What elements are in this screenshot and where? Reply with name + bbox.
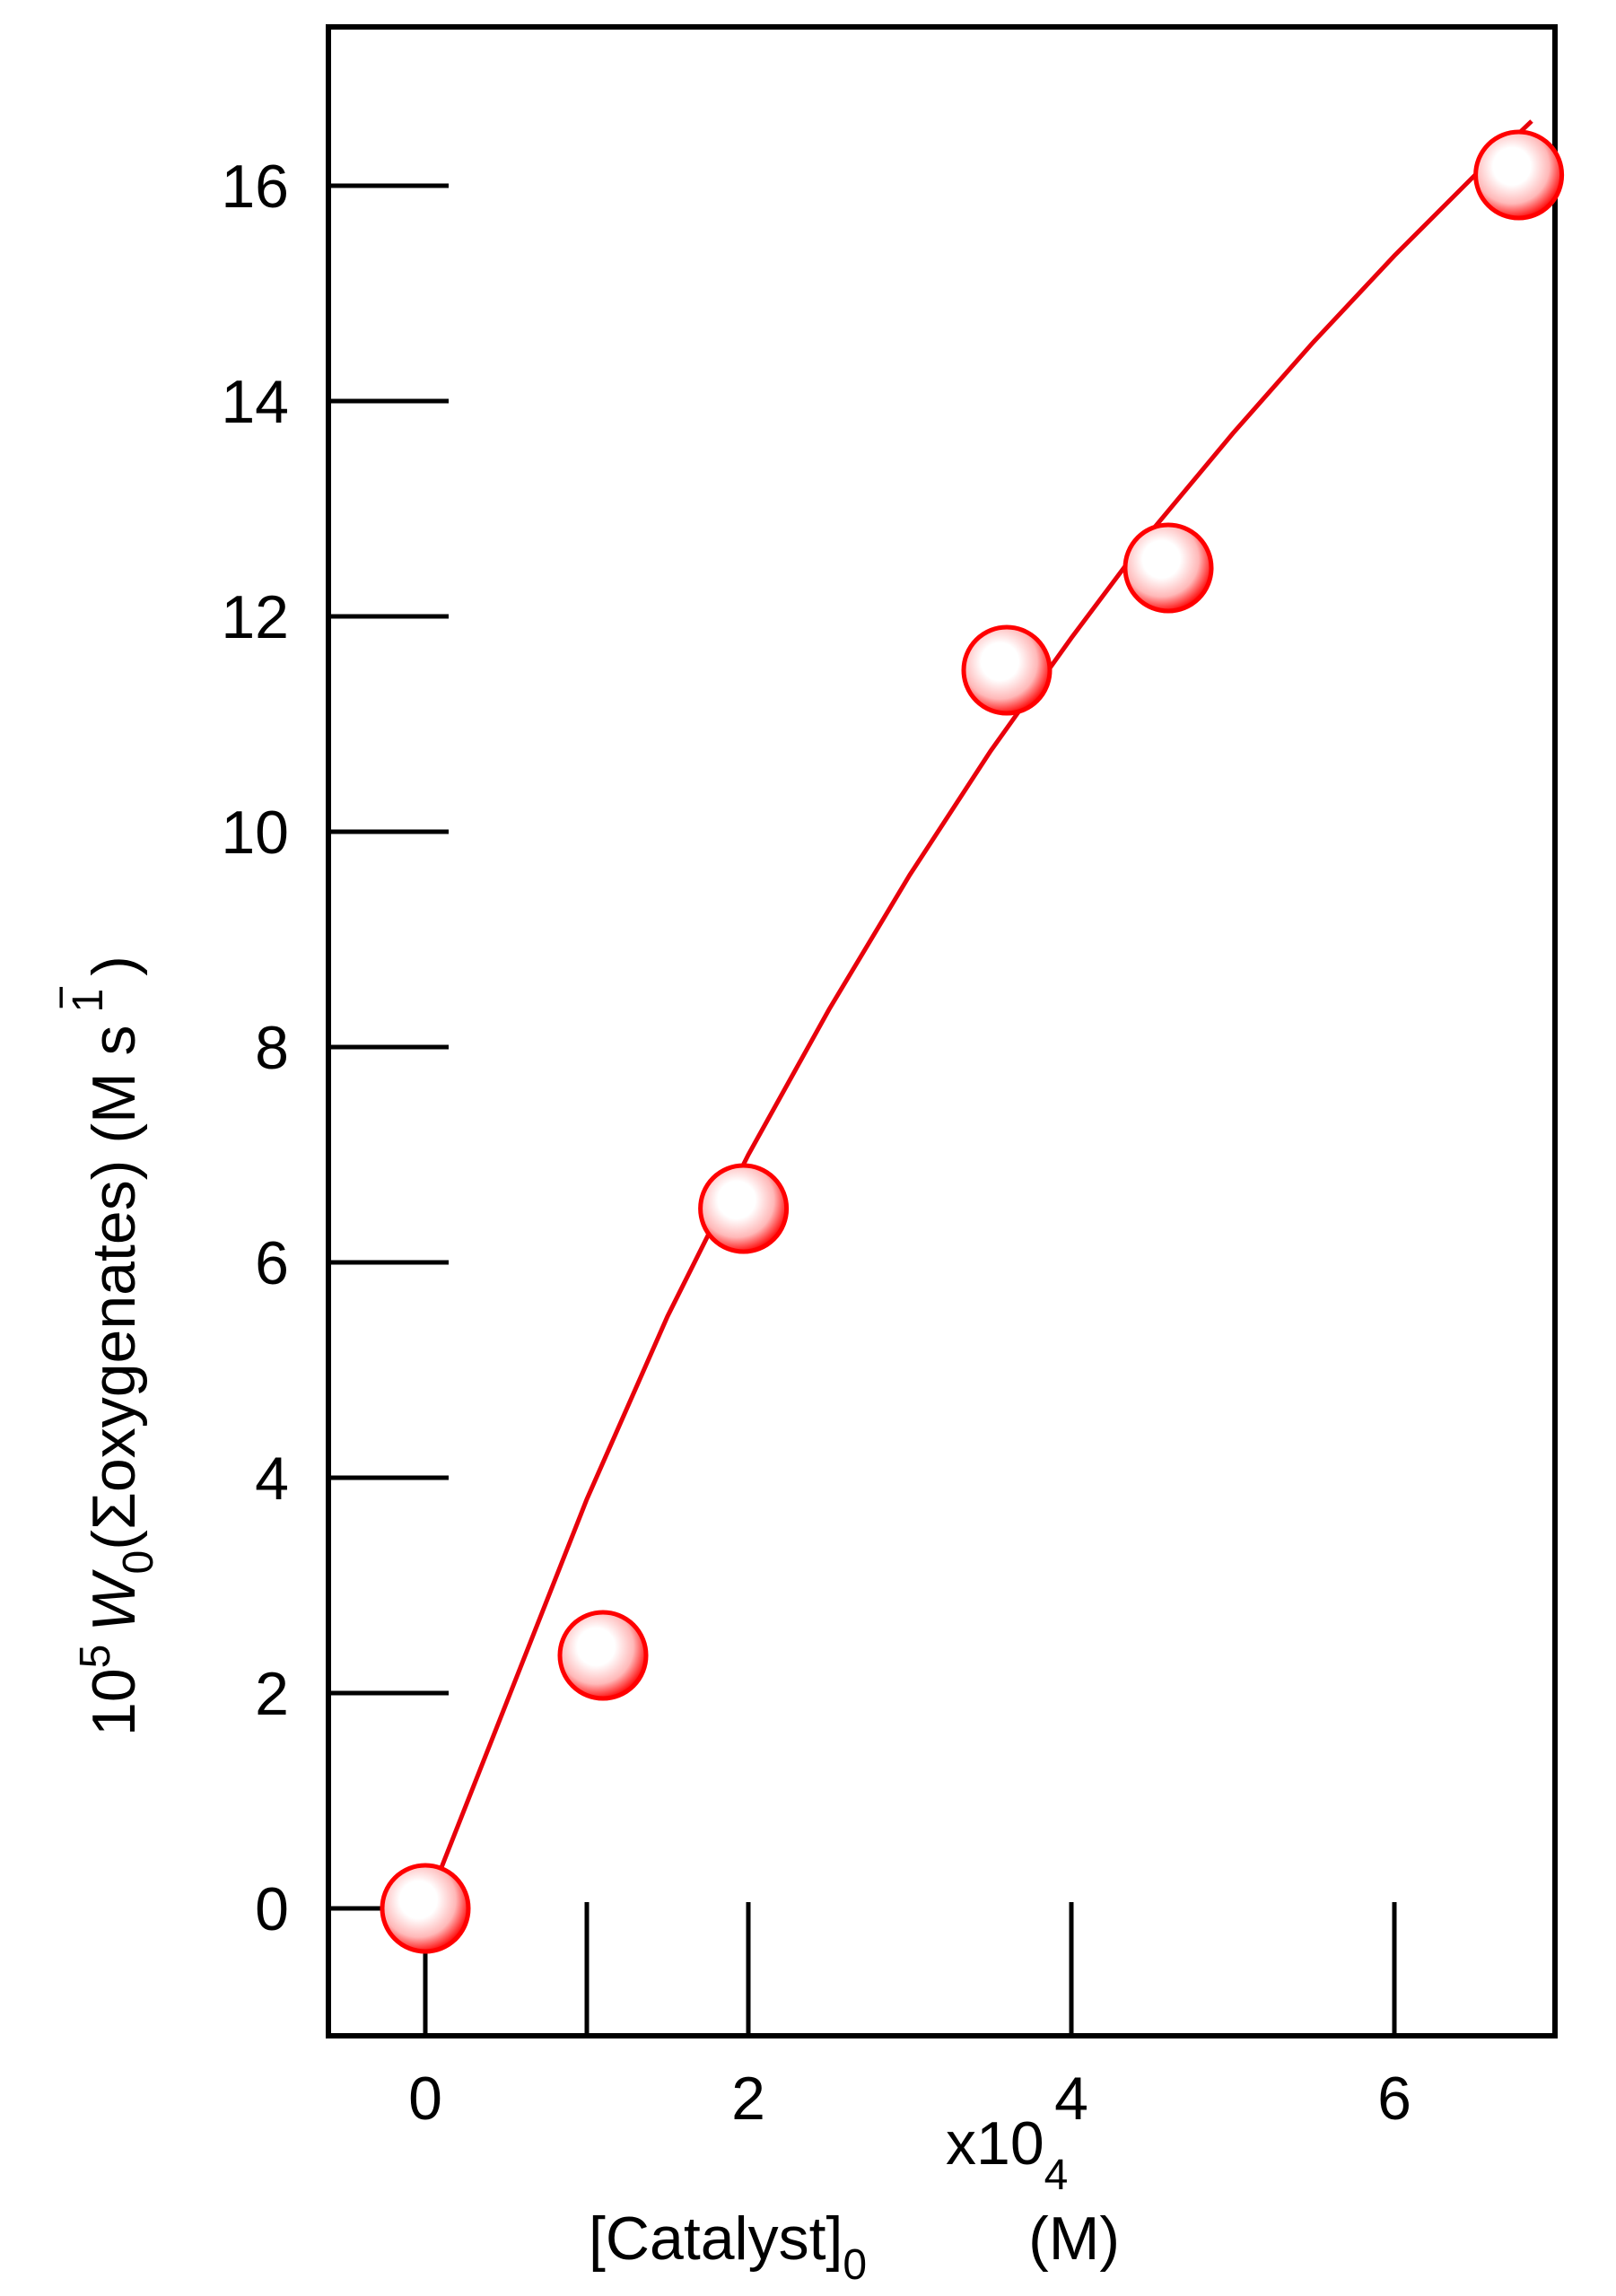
data-point: [557, 1610, 649, 1701]
y-tick-label: 8: [255, 1014, 289, 1082]
tick-labels: 0 2 4 6 8 10 12 14 16 0 2 4 6: [221, 153, 1411, 2133]
y-tick-label: 4: [255, 1445, 289, 1513]
data-points: [380, 129, 1565, 1954]
data-point: [380, 1863, 471, 1954]
y-tick-label: 12: [221, 583, 289, 651]
data-point: [1122, 522, 1214, 614]
plot-frame: [326, 24, 1558, 2038]
data-point: [698, 1163, 790, 1254]
axis-ticks: [328, 183, 1397, 2036]
data-point: [1473, 129, 1565, 221]
x-tick-label: 6: [1377, 2065, 1411, 2133]
x-tick-label: 4: [1054, 2065, 1088, 2133]
x-scale-label: x104: [946, 2109, 1068, 2199]
data-point: [961, 624, 1053, 716]
y-tick-label: 0: [255, 1875, 289, 1943]
y-tick-label: 16: [221, 153, 289, 221]
x-tick-label: 2: [731, 2065, 765, 2133]
fit-curve-group: [423, 119, 1533, 1909]
x-axis-label: [Catalyst]0 (M): [589, 2204, 1120, 2289]
x-tick-label: 0: [408, 2065, 442, 2133]
y-tick-label: 6: [255, 1229, 289, 1297]
y-tick-label: 10: [221, 799, 289, 867]
y-tick-label: 14: [221, 368, 289, 436]
y-tick-label: 2: [255, 1660, 289, 1728]
y-axis-label: 105W0(Σoxygenates)(M s1−): [38, 956, 162, 1736]
fit-line: [423, 119, 1533, 1909]
